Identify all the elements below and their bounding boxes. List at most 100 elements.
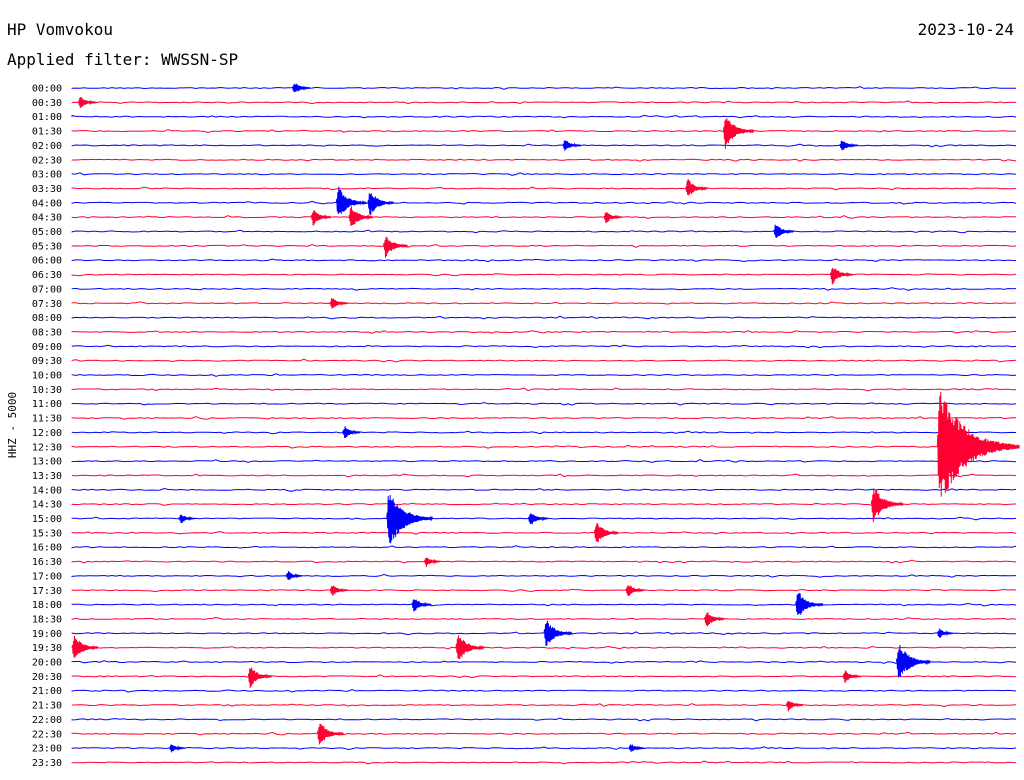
- station-title: HP Vomvokou: [7, 20, 113, 39]
- seismic-event: [562, 140, 582, 151]
- row-time-label: 06:00: [32, 256, 62, 267]
- row-time-label: 17:00: [32, 571, 62, 582]
- row-time-label: 23:30: [32, 758, 62, 769]
- seismic-event: [773, 224, 795, 238]
- row-time-label: 03:30: [32, 184, 62, 195]
- trace-group: [71, 83, 1020, 765]
- y-axis-label: HHZ - 5000: [6, 392, 19, 458]
- seismic-event: [285, 570, 303, 580]
- row-time-label: 04:00: [32, 198, 62, 209]
- row-time-label: 21:30: [32, 701, 62, 712]
- seismic-event: [383, 236, 408, 258]
- row-time-label: 17:30: [32, 586, 62, 597]
- trace-line: [71, 660, 1017, 664]
- row-time-label: 16:00: [32, 543, 62, 554]
- trace-line: [71, 114, 1017, 119]
- row-time-label: 20:30: [32, 672, 62, 683]
- row-time-label: 00:30: [32, 98, 62, 109]
- trace-line: [71, 588, 1017, 593]
- trace-line: [71, 401, 1017, 406]
- seismic-event: [704, 612, 725, 627]
- row-time-label: 03:00: [32, 170, 62, 181]
- row-time-label: 13:30: [32, 471, 62, 482]
- trace-line: [71, 602, 1017, 607]
- trace-line: [71, 273, 1017, 277]
- trace-line: [71, 430, 1017, 435]
- row-time-label: 16:30: [32, 557, 62, 568]
- seismic-event: [411, 599, 432, 612]
- seismic-event: [842, 670, 862, 684]
- seismic-event: [628, 744, 645, 752]
- seismic-event: [785, 700, 804, 712]
- row-time-label: 12:30: [32, 442, 62, 453]
- row-time-label: 10:30: [32, 385, 62, 396]
- trace-line: [71, 287, 1017, 291]
- seismic-event: [455, 635, 485, 660]
- trace-line: [71, 315, 1017, 320]
- trace-line: [71, 200, 1017, 205]
- seismic-event: [386, 494, 434, 544]
- trace-line: [71, 616, 1017, 621]
- row-time-label: 12:00: [32, 428, 62, 439]
- seismic-event: [178, 514, 196, 524]
- trace-line: [71, 215, 1017, 220]
- row-time-label: 18:00: [32, 600, 62, 611]
- trace-line: [71, 301, 1017, 305]
- trace-line: [71, 559, 1017, 564]
- trace-line: [71, 358, 1017, 363]
- row-time-label: 22:00: [32, 715, 62, 726]
- trace-line: [71, 674, 1017, 679]
- trace-line: [71, 760, 1017, 765]
- seismic-event: [310, 210, 332, 226]
- row-time-label: 15:30: [32, 528, 62, 539]
- row-time-label: 05:00: [32, 227, 62, 238]
- trace-line: [71, 746, 1017, 751]
- seismic-event: [625, 585, 645, 597]
- seismic-event: [722, 118, 755, 150]
- seismic-event: [527, 513, 549, 525]
- row-time-label: 14:00: [32, 485, 62, 496]
- seismic-event: [335, 186, 367, 215]
- row-time-label: 22:30: [32, 729, 62, 740]
- row-time-label: 09:30: [32, 356, 62, 367]
- seismic-event: [685, 178, 708, 196]
- seismic-event: [839, 140, 859, 151]
- seismic-event: [870, 488, 904, 523]
- row-time-label: 01:00: [32, 112, 62, 123]
- row-time-label: 20:00: [32, 658, 62, 669]
- trace-line: [71, 243, 1017, 248]
- trace-line: [71, 473, 1017, 478]
- trace-line: [71, 129, 1016, 134]
- row-time-label: 14:30: [32, 500, 62, 511]
- trace-line: [71, 631, 1017, 636]
- row-time-label: 02:30: [32, 155, 62, 166]
- row-time-label: 07:00: [32, 284, 62, 295]
- trace-line: [71, 487, 1017, 492]
- trace-line: [71, 186, 1017, 191]
- row-time-label: 01:30: [32, 127, 62, 138]
- row-time-label: 18:30: [32, 614, 62, 625]
- row-time-label: 13:00: [32, 457, 62, 468]
- trace-line: [71, 459, 1017, 463]
- row-time-label: 07:30: [32, 299, 62, 310]
- trace-line: [71, 143, 1017, 148]
- date-label: 2023-10-24: [917, 20, 1014, 39]
- row-time-label: 08:30: [32, 327, 62, 338]
- trace-line: [71, 86, 1017, 90]
- seismic-event: [169, 744, 186, 753]
- seismic-event: [829, 267, 853, 285]
- seismic-event: [316, 723, 344, 745]
- trace-line: [71, 172, 1017, 176]
- seismic-event: [291, 83, 311, 93]
- trace-line: [71, 258, 1017, 263]
- row-time-label: 06:30: [32, 270, 62, 281]
- seismic-event: [342, 426, 361, 439]
- seismic-event: [936, 628, 954, 638]
- seismic-event: [895, 644, 931, 678]
- trace-line: [71, 573, 1017, 578]
- row-time-label: 09:00: [32, 342, 62, 353]
- seismic-event: [367, 193, 395, 215]
- seismic-event: [543, 620, 573, 647]
- row-time-label: 21:00: [32, 686, 62, 697]
- row-time-label: 10:00: [32, 371, 62, 382]
